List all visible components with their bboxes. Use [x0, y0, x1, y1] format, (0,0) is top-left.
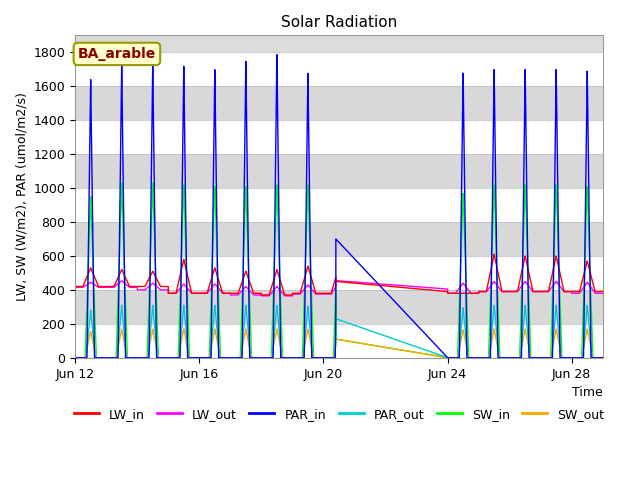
LW_in — [71, 284, 79, 289]
Line: SW_out: SW_out — [75, 329, 603, 358]
SW_out — [71, 355, 79, 360]
SW_in — [431, 353, 439, 359]
PAR_in — [374, 281, 381, 287]
PAR_in — [132, 355, 140, 360]
Text: BA_arable: BA_arable — [78, 47, 156, 61]
LW_in — [202, 290, 210, 296]
SW_out — [202, 355, 210, 360]
LW_out — [132, 285, 140, 290]
LW_in — [488, 264, 495, 269]
Line: LW_out: LW_out — [75, 281, 603, 296]
Bar — [75, 188, 603, 222]
Bar — [75, 324, 603, 358]
Line: LW_in: LW_in — [75, 254, 603, 295]
LW_in — [132, 284, 140, 289]
LW_in — [374, 282, 381, 288]
Line: SW_in: SW_in — [75, 183, 603, 358]
PAR_out — [599, 355, 607, 360]
SW_out — [411, 349, 419, 355]
Legend: LW_in, LW_out, PAR_in, PAR_out, SW_in, SW_out: LW_in, LW_out, PAR_in, PAR_out, SW_in, S… — [68, 403, 609, 426]
LW_out — [374, 281, 381, 287]
LW_out — [431, 285, 439, 291]
PAR_in — [411, 320, 419, 326]
PAR_out — [411, 344, 419, 349]
LW_in — [411, 286, 419, 291]
PAR_in — [599, 355, 607, 360]
Bar — [75, 120, 603, 154]
LW_in — [599, 289, 607, 295]
SW_in — [202, 355, 210, 360]
Bar — [75, 86, 603, 120]
PAR_out — [431, 350, 439, 356]
LW_out — [257, 293, 265, 299]
PAR_in — [273, 52, 281, 58]
SW_out — [431, 353, 439, 359]
PAR_in — [431, 342, 439, 348]
PAR_out — [132, 355, 140, 360]
SW_in — [374, 343, 381, 349]
SW_out — [132, 355, 140, 360]
SW_out — [488, 339, 495, 345]
PAR_out — [374, 331, 381, 336]
LW_in — [490, 252, 498, 257]
PAR_out — [584, 302, 591, 308]
PAR_out — [202, 355, 210, 360]
LW_in — [257, 292, 265, 298]
SW_in — [488, 260, 495, 266]
SW_in — [411, 349, 419, 355]
SW_out — [584, 326, 591, 332]
LW_out — [599, 290, 607, 296]
Bar — [75, 222, 603, 256]
PAR_in — [488, 262, 495, 268]
SW_in — [132, 355, 140, 360]
X-axis label: Time: Time — [572, 386, 603, 399]
PAR_out — [71, 355, 79, 360]
LW_out — [332, 278, 340, 284]
PAR_out — [488, 331, 495, 337]
LW_out — [411, 284, 419, 289]
LW_out — [488, 282, 495, 288]
Y-axis label: LW, SW (W/m2), PAR (umol/m2/s): LW, SW (W/m2), PAR (umol/m2/s) — [15, 92, 28, 301]
SW_out — [374, 343, 381, 349]
Line: PAR_in: PAR_in — [75, 55, 603, 358]
SW_in — [71, 355, 79, 360]
SW_in — [118, 180, 125, 186]
LW_in — [431, 288, 439, 293]
SW_in — [599, 355, 607, 360]
LW_out — [71, 285, 79, 290]
Bar — [75, 52, 603, 86]
Bar — [75, 290, 603, 324]
Bar — [75, 256, 603, 290]
LW_out — [202, 290, 210, 296]
Title: Solar Radiation: Solar Radiation — [281, 15, 397, 30]
PAR_in — [202, 355, 210, 360]
Bar — [75, 154, 603, 188]
SW_out — [599, 355, 607, 360]
PAR_in — [71, 355, 79, 360]
Line: PAR_out: PAR_out — [75, 305, 603, 358]
